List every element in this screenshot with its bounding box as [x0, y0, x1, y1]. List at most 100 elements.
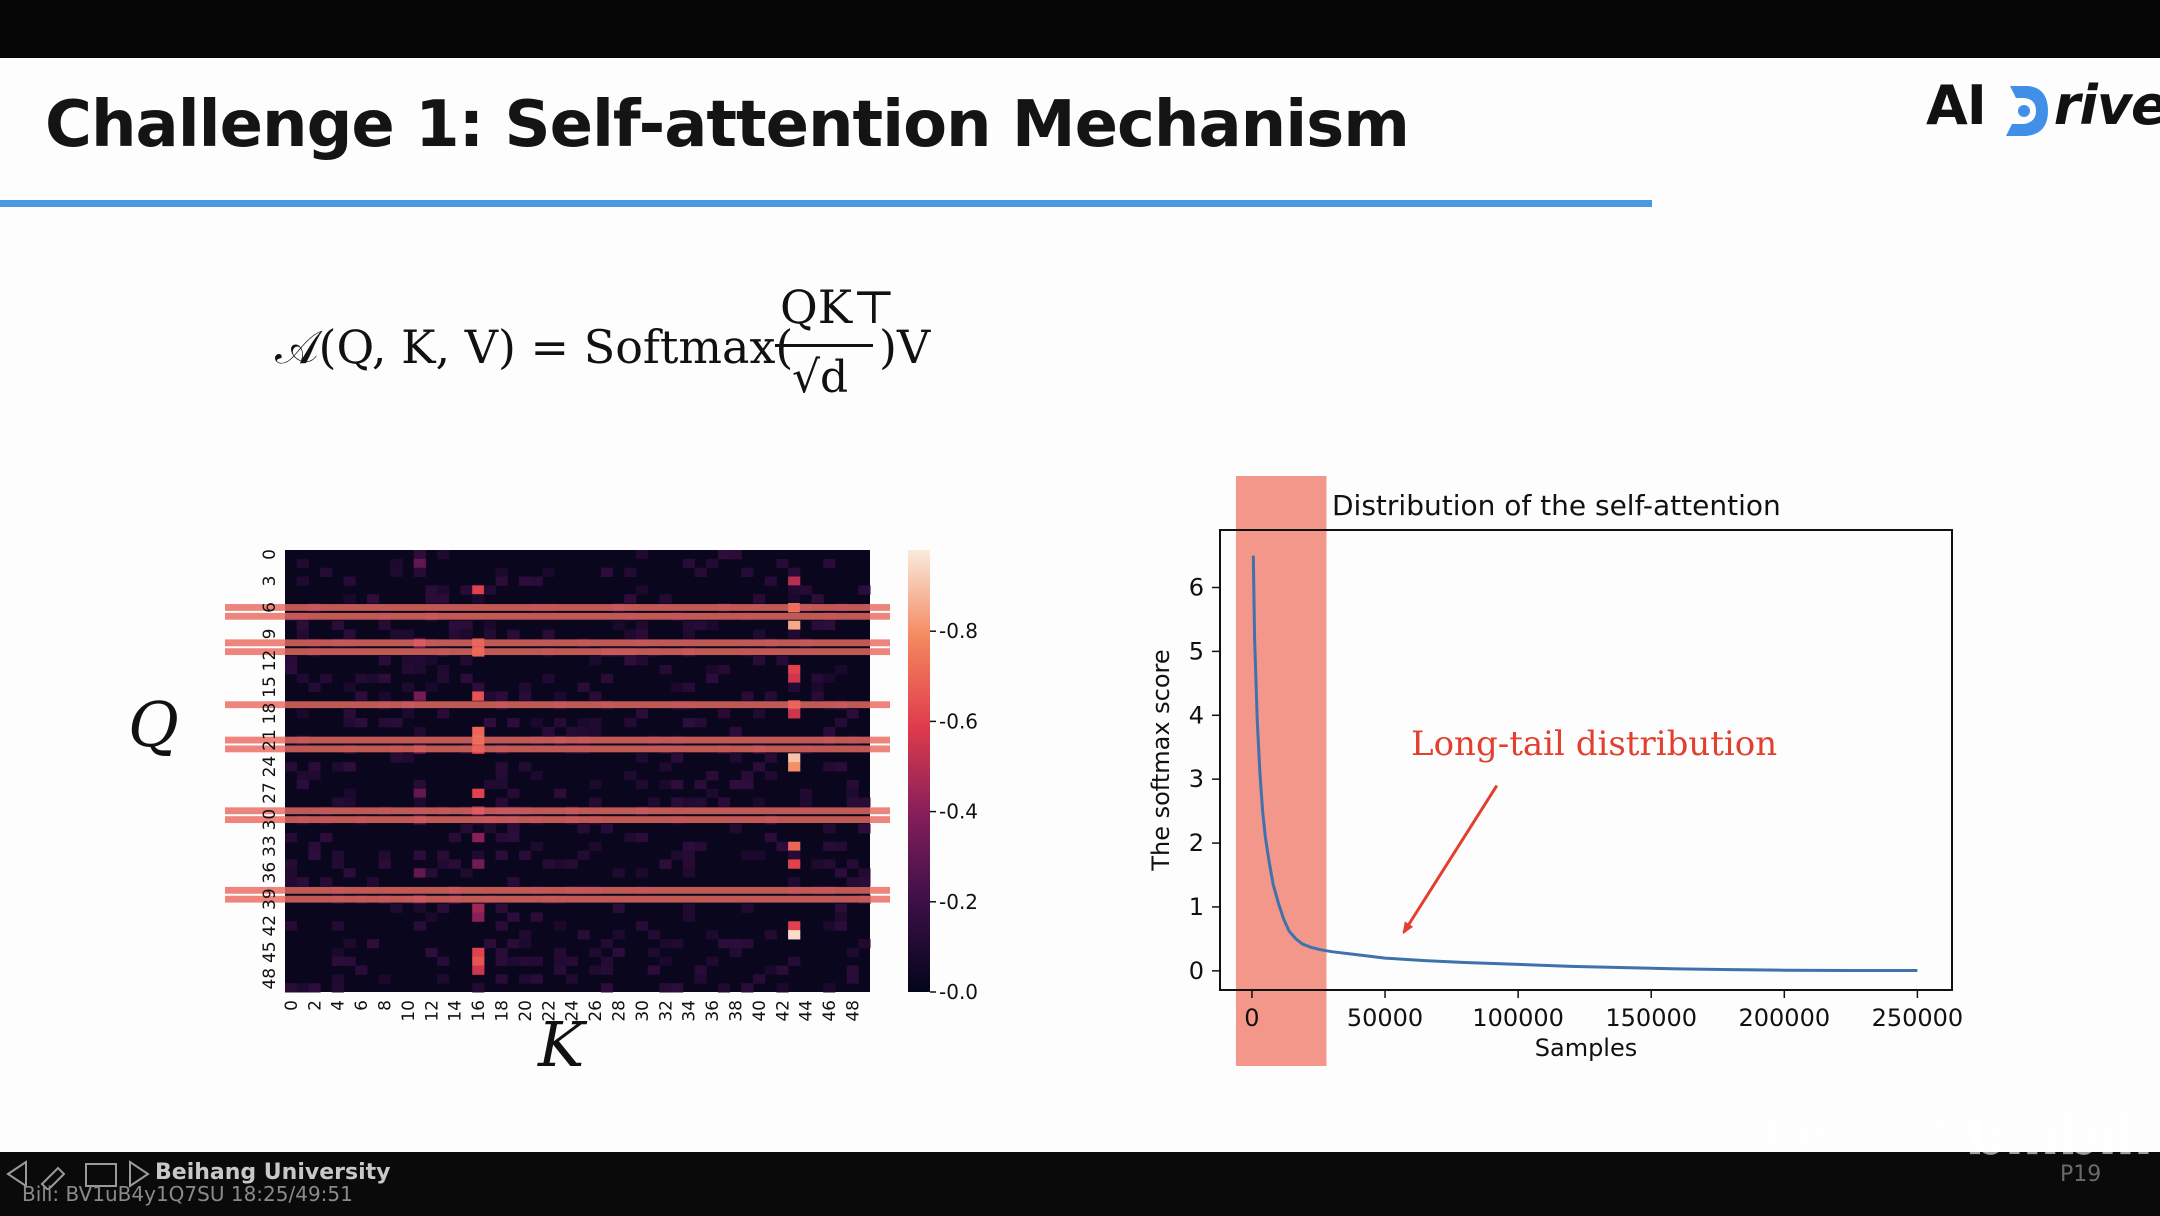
- heatmap-cell: [507, 788, 520, 799]
- x-tick: 40: [750, 1000, 770, 1022]
- slide-nav-controls[interactable]: [2, 1158, 162, 1190]
- heatmap-cell: [753, 762, 766, 772]
- highlighted-row: [225, 745, 890, 753]
- heatmap-cell: [296, 779, 309, 790]
- heatmap-cell: [729, 779, 742, 790]
- heatmap-cell: [495, 974, 508, 984]
- heatmap-cell: [729, 753, 742, 763]
- heatmap-cell: [296, 576, 309, 586]
- heatmap-cell: [741, 850, 754, 860]
- heatmap-cell: [378, 974, 391, 984]
- heatmap-cell: [589, 691, 602, 701]
- highlighted-row: [225, 612, 890, 620]
- heatmap-cell: [402, 656, 415, 666]
- y-ticks: 0 1 2 3 4 5 6: [1189, 574, 1220, 985]
- heatmap-cell: [624, 656, 637, 666]
- heatmap-cell: [846, 974, 859, 984]
- heatmap-cell: [694, 797, 707, 807]
- y-tick-label: 6: [260, 602, 280, 613]
- highlighted-row: [225, 807, 890, 815]
- heatmap-cell: [296, 620, 309, 631]
- heatmap-cell: [507, 629, 520, 639]
- x-tick: 36: [703, 1000, 723, 1022]
- heatmap-cell: [495, 567, 508, 578]
- y-tick: 27: [260, 782, 280, 804]
- heatmap-cell: [460, 585, 473, 595]
- heatmap-cell: [425, 594, 438, 604]
- softmax-distribution-chart: Distribution of the self-attention Sampl…: [1147, 476, 1963, 1066]
- heatmap-cell: [495, 771, 508, 781]
- heatmap-cell: [799, 788, 812, 799]
- heatmap-cell: [413, 921, 426, 931]
- pen-icon[interactable]: [40, 1166, 66, 1190]
- x-tick: 46: [820, 1000, 840, 1022]
- heatmap-cell: [671, 850, 684, 860]
- x-tick-label: 42: [773, 1000, 793, 1022]
- heatmap-cell: [788, 850, 801, 860]
- heatmap-cell: [589, 965, 602, 975]
- x-tick: 14: [446, 1000, 466, 1022]
- affiliation-text: Beihang University: [155, 1160, 391, 1185]
- colorbar-tick-label: -0.4: [939, 800, 978, 824]
- heatmap-cell: [600, 824, 614, 834]
- heatmap-cell: [788, 930, 801, 940]
- heatmap-cell: [437, 664, 450, 675]
- heatmap-cell: [320, 832, 333, 843]
- heatmap-cell: [729, 824, 742, 834]
- x-tick-label: 0: [1244, 1004, 1259, 1032]
- heatmap-cell: [612, 903, 625, 913]
- heatmap-cell: [472, 859, 485, 869]
- heatmap-cell: [729, 726, 742, 737]
- heatmap-cell: [519, 974, 532, 984]
- x-tick: 42: [773, 1000, 793, 1022]
- formula-numerator: QK⊤: [780, 280, 896, 334]
- heatmap-cell: [706, 558, 719, 569]
- heatmap-cell: [589, 779, 602, 790]
- menu-icon[interactable]: [85, 1163, 117, 1187]
- heatmap-cell: [577, 682, 590, 692]
- heatmap-cell: [296, 983, 309, 993]
- heatmap-cell: [554, 947, 567, 958]
- y-tick-label: 12: [260, 650, 280, 672]
- heatmap-cell: [425, 656, 438, 666]
- heatmap-cell: [694, 779, 707, 790]
- heatmap-cell: [542, 726, 555, 737]
- heatmap-cell: [846, 709, 859, 719]
- y-tick: 30: [260, 809, 280, 831]
- heatmap-cell: [659, 594, 672, 604]
- heatmap-cell: [565, 859, 578, 869]
- heatmap-cell: [636, 620, 649, 631]
- heatmap-cell: [858, 877, 871, 887]
- heatmap-cell: [565, 974, 578, 984]
- heatmap-cell: [331, 859, 344, 869]
- x-tick-label: 200000: [1738, 1004, 1830, 1032]
- heatmap-cell: [846, 859, 859, 869]
- heatmap-cell: [413, 788, 426, 799]
- heatmap-cell: [612, 947, 625, 958]
- next-slide-icon[interactable]: [129, 1160, 150, 1188]
- heatmap-cell: [530, 841, 543, 852]
- heatmap-cell: [624, 832, 637, 843]
- x-tick: 16: [469, 1000, 489, 1022]
- heatmap-cell: [659, 938, 672, 949]
- heatmap-cell: [729, 938, 742, 949]
- heatmap-cell: [285, 921, 298, 931]
- x-tick-label: 44: [797, 1000, 817, 1022]
- heatmap-cell: [425, 585, 438, 595]
- heatmap-cell: [600, 567, 614, 578]
- heatmap-cell: [472, 850, 485, 860]
- heatmap-cells: [285, 550, 871, 993]
- x-ticks: 0 50000 100000 150000 200000 250000: [1244, 990, 1963, 1032]
- q-axis-label: Q: [128, 688, 179, 761]
- x-tick-label: 100000: [1472, 1004, 1564, 1032]
- x-tick-label: 12: [422, 1000, 442, 1022]
- heatmap-cell: [717, 550, 731, 560]
- heatmap-cell: [682, 868, 695, 878]
- heatmap-cell: [776, 558, 789, 569]
- heatmap-cell: [706, 673, 719, 684]
- heatmap-cell: [647, 797, 660, 807]
- heatmap-cell: [285, 832, 298, 843]
- heatmap-cell: [788, 673, 801, 684]
- prev-slide-icon[interactable]: [6, 1160, 27, 1188]
- y-tick: 48: [260, 968, 280, 990]
